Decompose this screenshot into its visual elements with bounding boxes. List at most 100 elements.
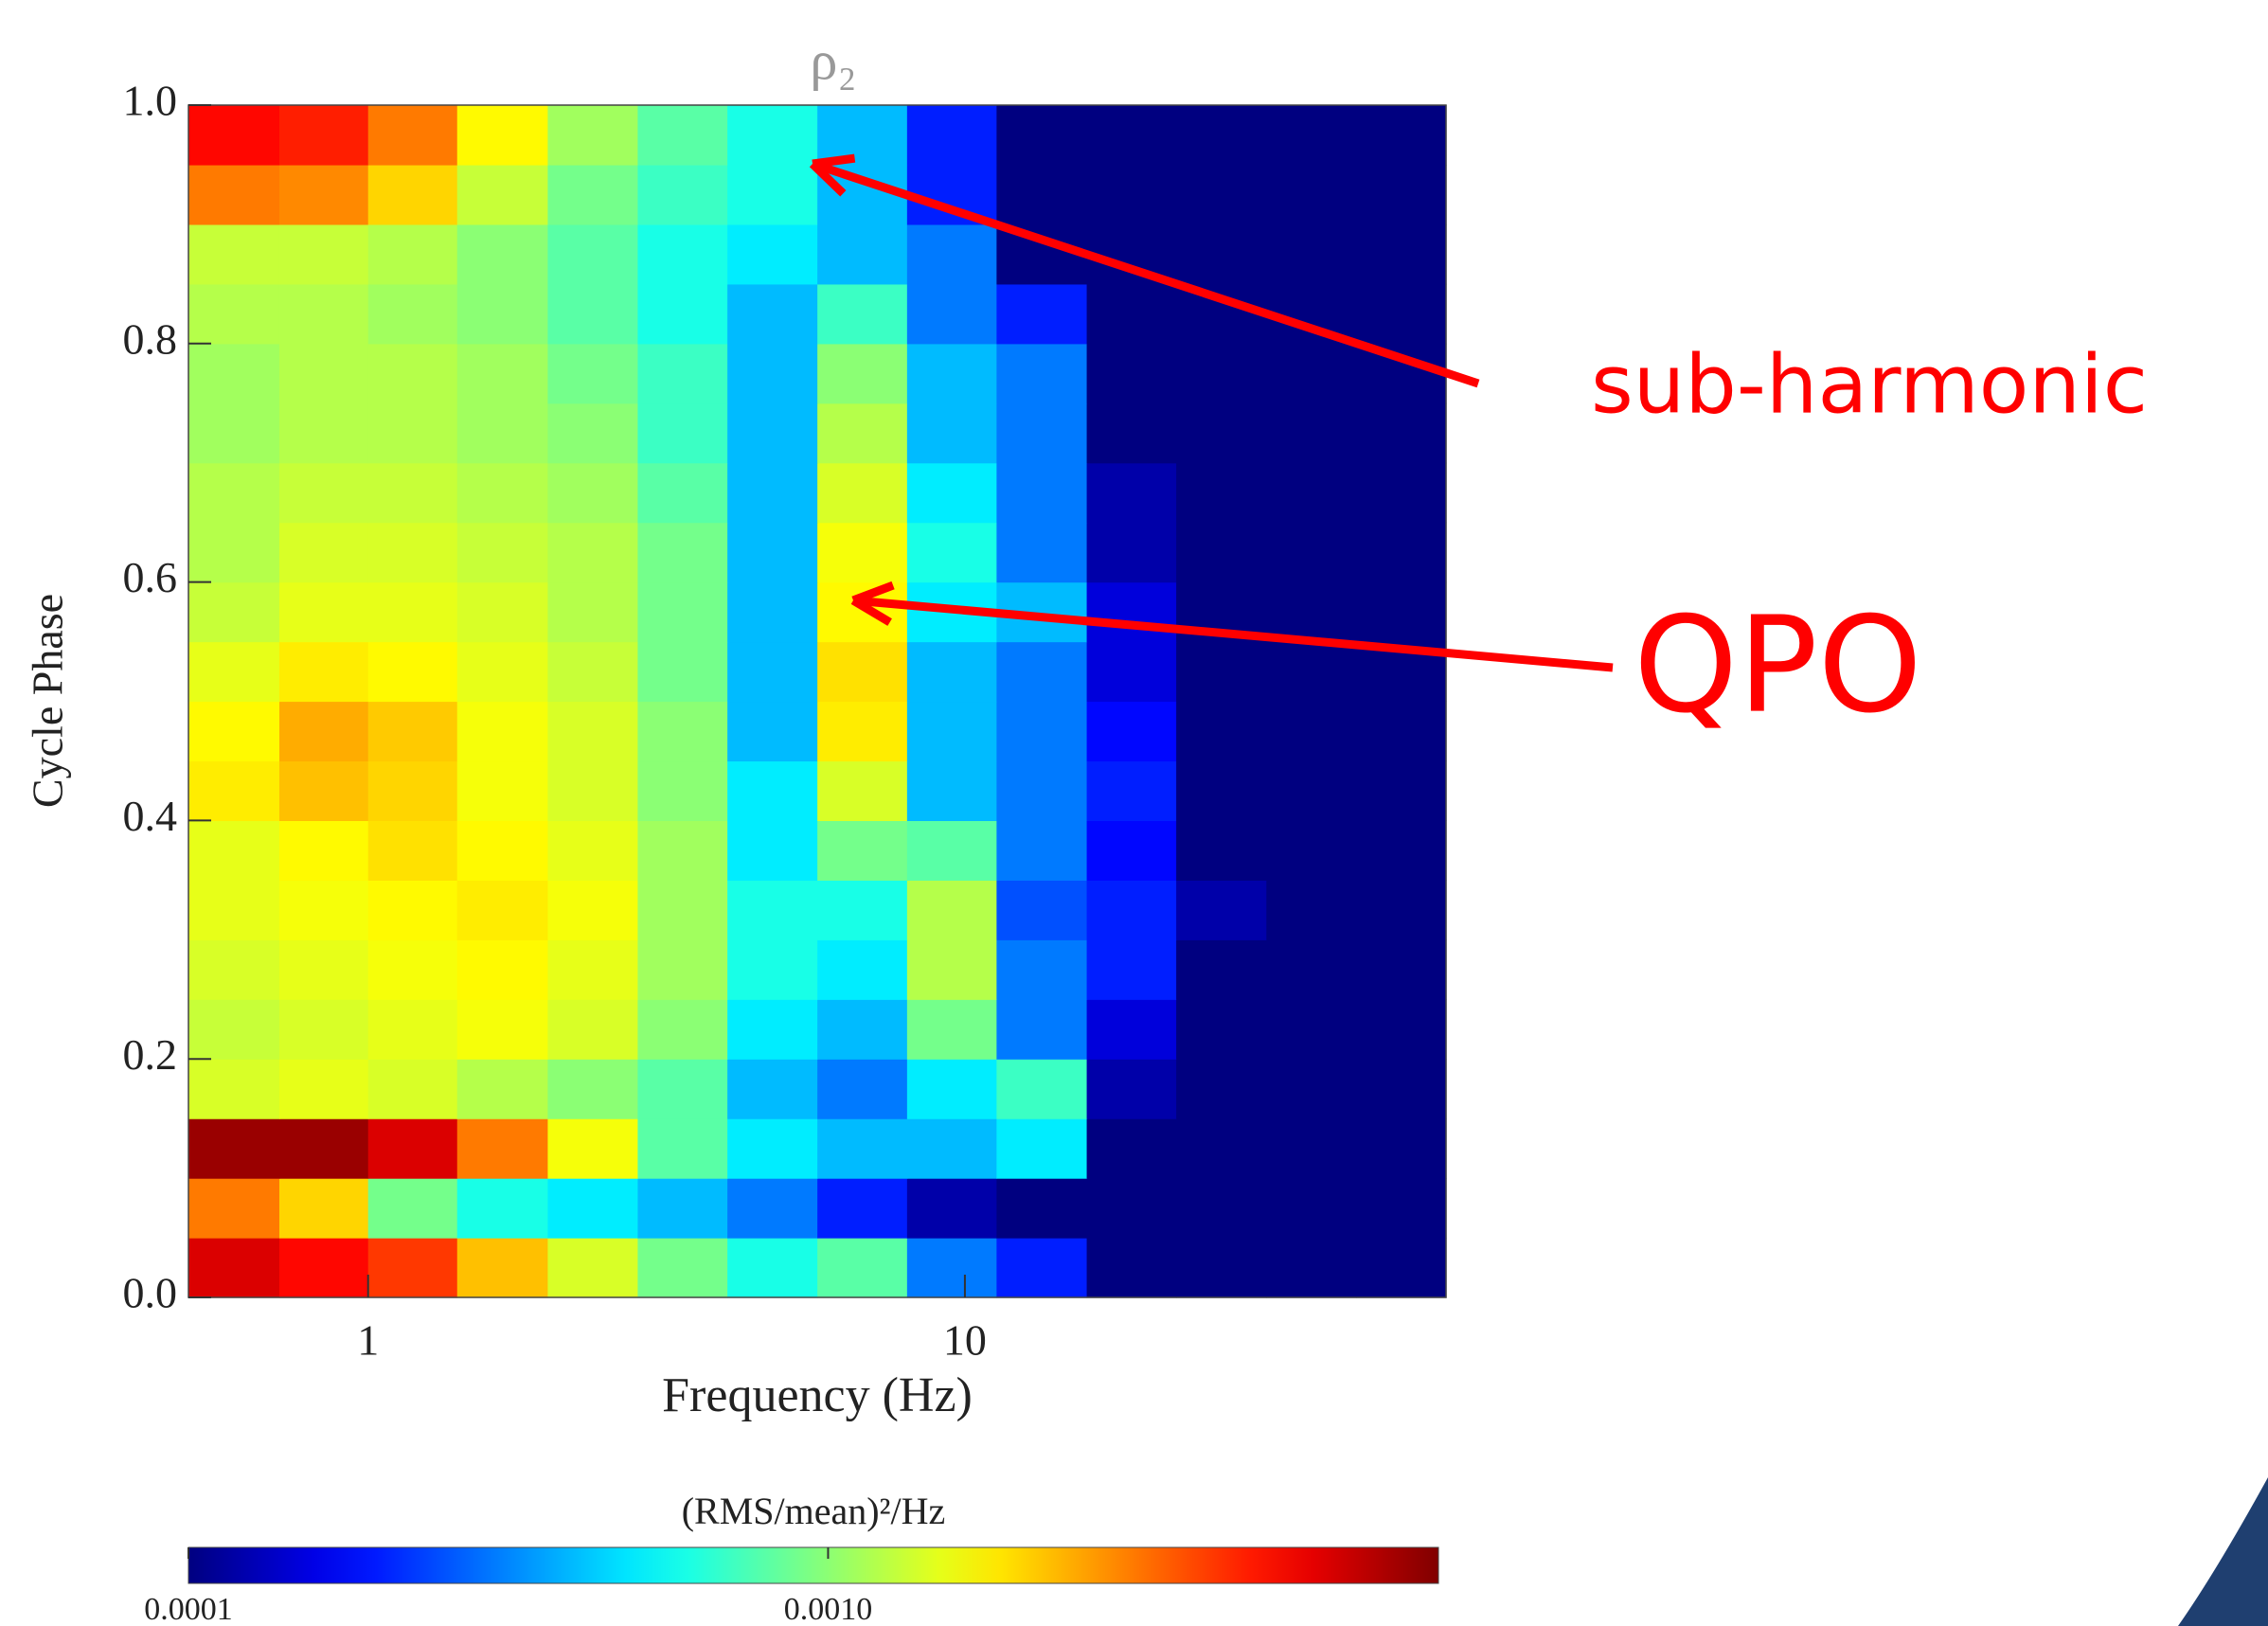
heatmap-cell (547, 1238, 639, 1298)
heatmap-cell (547, 939, 639, 1000)
heatmap-cell (1086, 402, 1177, 464)
heatmap-cell (727, 820, 818, 881)
heatmap-cell (1086, 581, 1177, 643)
heatmap-cell (188, 641, 280, 703)
heatmap-cell (996, 343, 1088, 404)
heatmap-cell (906, 164, 997, 225)
heatmap-cell (367, 283, 458, 345)
heatmap-cell (1176, 343, 1267, 404)
heatmap-cell (996, 939, 1088, 1000)
heatmap-cell (188, 880, 280, 940)
heatmap-cell (1356, 701, 1447, 762)
heatmap-cell (1086, 1118, 1177, 1179)
heatmap-cell (727, 343, 818, 404)
heatmap-cell (996, 164, 1088, 225)
heatmap-cell (456, 641, 549, 703)
heatmap-cell (727, 1118, 818, 1179)
heatmap-cell (547, 1059, 639, 1119)
heatmap-cell (456, 522, 549, 583)
heatmap-cell (278, 701, 369, 762)
heatmap-cell (456, 402, 549, 464)
corner-decoration (2178, 1477, 2268, 1626)
heatmap-cell (1266, 999, 1358, 1060)
heatmap-cell (637, 1178, 728, 1239)
heatmap-cell (996, 223, 1088, 285)
heatmap-cell (456, 223, 549, 285)
x-tick-label: 10 (943, 1316, 987, 1365)
heatmap-cell (367, 223, 458, 285)
heatmap-cell (727, 164, 818, 225)
heatmap-cell (637, 701, 728, 762)
heatmap-cell (1266, 1178, 1358, 1239)
heatmap-cell (278, 105, 369, 166)
heatmap-cell (637, 880, 728, 940)
heatmap-cell (1356, 283, 1447, 345)
heatmap-cell (1176, 462, 1267, 524)
heatmap-cell (188, 402, 280, 464)
heatmap-cell (278, 1178, 369, 1239)
heatmap-cell (1176, 1178, 1267, 1239)
annotation-arrow (852, 596, 1614, 672)
heatmap-cell (1356, 402, 1447, 464)
heatmap-cell (727, 760, 818, 821)
heatmap-cell (456, 760, 549, 821)
heatmap-cell (367, 999, 458, 1060)
heatmap-cell (188, 1238, 280, 1298)
heatmap-cell (727, 1238, 818, 1298)
heatmap-cell (547, 283, 639, 345)
heatmap-cell (367, 760, 458, 821)
heatmap-cell (817, 1118, 908, 1179)
heatmap-cell (278, 462, 369, 524)
heatmap-cell (547, 820, 639, 881)
heatmap-cell (1176, 402, 1267, 464)
heatmap-cell (817, 760, 908, 821)
heatmap-cell (1176, 939, 1267, 1000)
heatmap-cell (1086, 462, 1177, 524)
heatmap-cell (547, 641, 639, 703)
heatmap-cell (456, 1118, 549, 1179)
heatmap-cell (1086, 105, 1177, 166)
heatmap-cell (727, 522, 818, 583)
heatmap-cell (1086, 760, 1177, 821)
heatmap-cell (278, 223, 369, 285)
heatmap-cell (456, 164, 549, 225)
heatmap-cell (1086, 880, 1177, 940)
heatmap-cell (906, 1059, 997, 1119)
heatmap-cell (996, 999, 1088, 1060)
y-tick-label: 0.8 (123, 314, 178, 363)
heatmap-cell (1176, 820, 1267, 881)
heatmap-cell (367, 581, 458, 643)
heatmap-cell (637, 641, 728, 703)
heatmap-cell (456, 701, 549, 762)
heatmap-cell (906, 105, 997, 166)
heatmap-cell (637, 760, 728, 821)
heatmap-cell (906, 1118, 997, 1179)
heatmap-cell (1356, 999, 1447, 1060)
heatmap-cell (1266, 820, 1358, 881)
heatmap-cell (906, 641, 997, 703)
heatmap-cell (817, 820, 908, 881)
heatmap-cell (1086, 939, 1177, 1000)
heatmap-cell (278, 880, 369, 940)
heatmap-cell (727, 880, 818, 940)
heatmap-cell (188, 462, 280, 524)
heatmap-cell (188, 701, 280, 762)
heatmap-cell (1086, 641, 1177, 703)
heatmap-cell (1266, 701, 1358, 762)
heatmap-cell (906, 402, 997, 464)
heatmap-cell (637, 999, 728, 1060)
heatmap-cell (188, 164, 280, 225)
heatmap-cell (367, 343, 458, 404)
heatmap-cell (996, 105, 1088, 166)
heatmap-cell (188, 581, 280, 643)
heatmap-cell (1266, 522, 1358, 583)
heatmap-cell (188, 999, 280, 1060)
heatmap-cell (996, 820, 1088, 881)
heatmap-cell (727, 402, 818, 464)
heatmap-cell (188, 223, 280, 285)
heatmap-cell (456, 343, 549, 404)
heatmap-cell (817, 999, 908, 1060)
colorbar-tick-label: 0.0010 (784, 1592, 873, 1626)
heatmap-cell (637, 939, 728, 1000)
